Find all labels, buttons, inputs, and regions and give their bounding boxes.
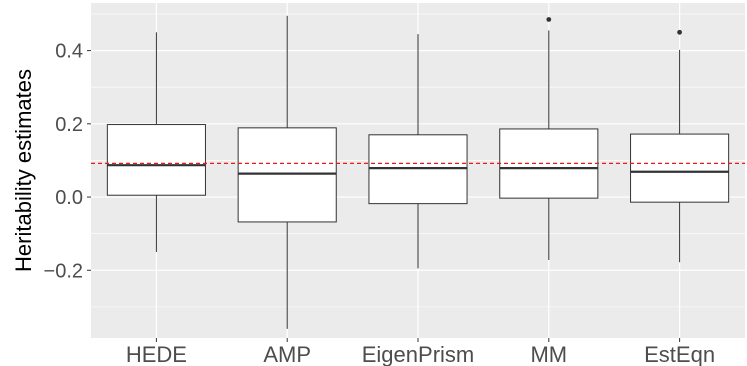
y-tick-label: 0.0 [55, 187, 83, 209]
box-series [106, 15, 730, 329]
x-tick-label: EstEqn [644, 342, 715, 366]
outlier-point [546, 17, 552, 22]
x-tick-label: EigenPrism [362, 342, 474, 366]
y-tick-label: 0.2 [55, 114, 83, 136]
box-esteqn [630, 29, 730, 263]
box-amp [237, 15, 337, 329]
box-iqr [106, 124, 206, 196]
y-axis-ticks: −0.2 0.0 0.2 0.4 [44, 41, 91, 282]
x-tick-label: MM [530, 342, 567, 366]
outlier-point [677, 29, 682, 35]
box-iqr [237, 127, 337, 223]
y-axis-title: Heritability estimates [11, 69, 36, 272]
x-tick-label: AMP [263, 342, 311, 366]
x-tick-label: HEDE [126, 342, 187, 366]
x-axis-ticks: HEDE AMP EigenPrism MM EstEqn [126, 338, 715, 366]
y-tick-label: 0.4 [55, 41, 83, 63]
box-iqr [630, 133, 730, 203]
y-tick-label: −0.2 [44, 260, 83, 282]
box-eigenprism [368, 34, 468, 269]
box-hede [106, 32, 206, 252]
